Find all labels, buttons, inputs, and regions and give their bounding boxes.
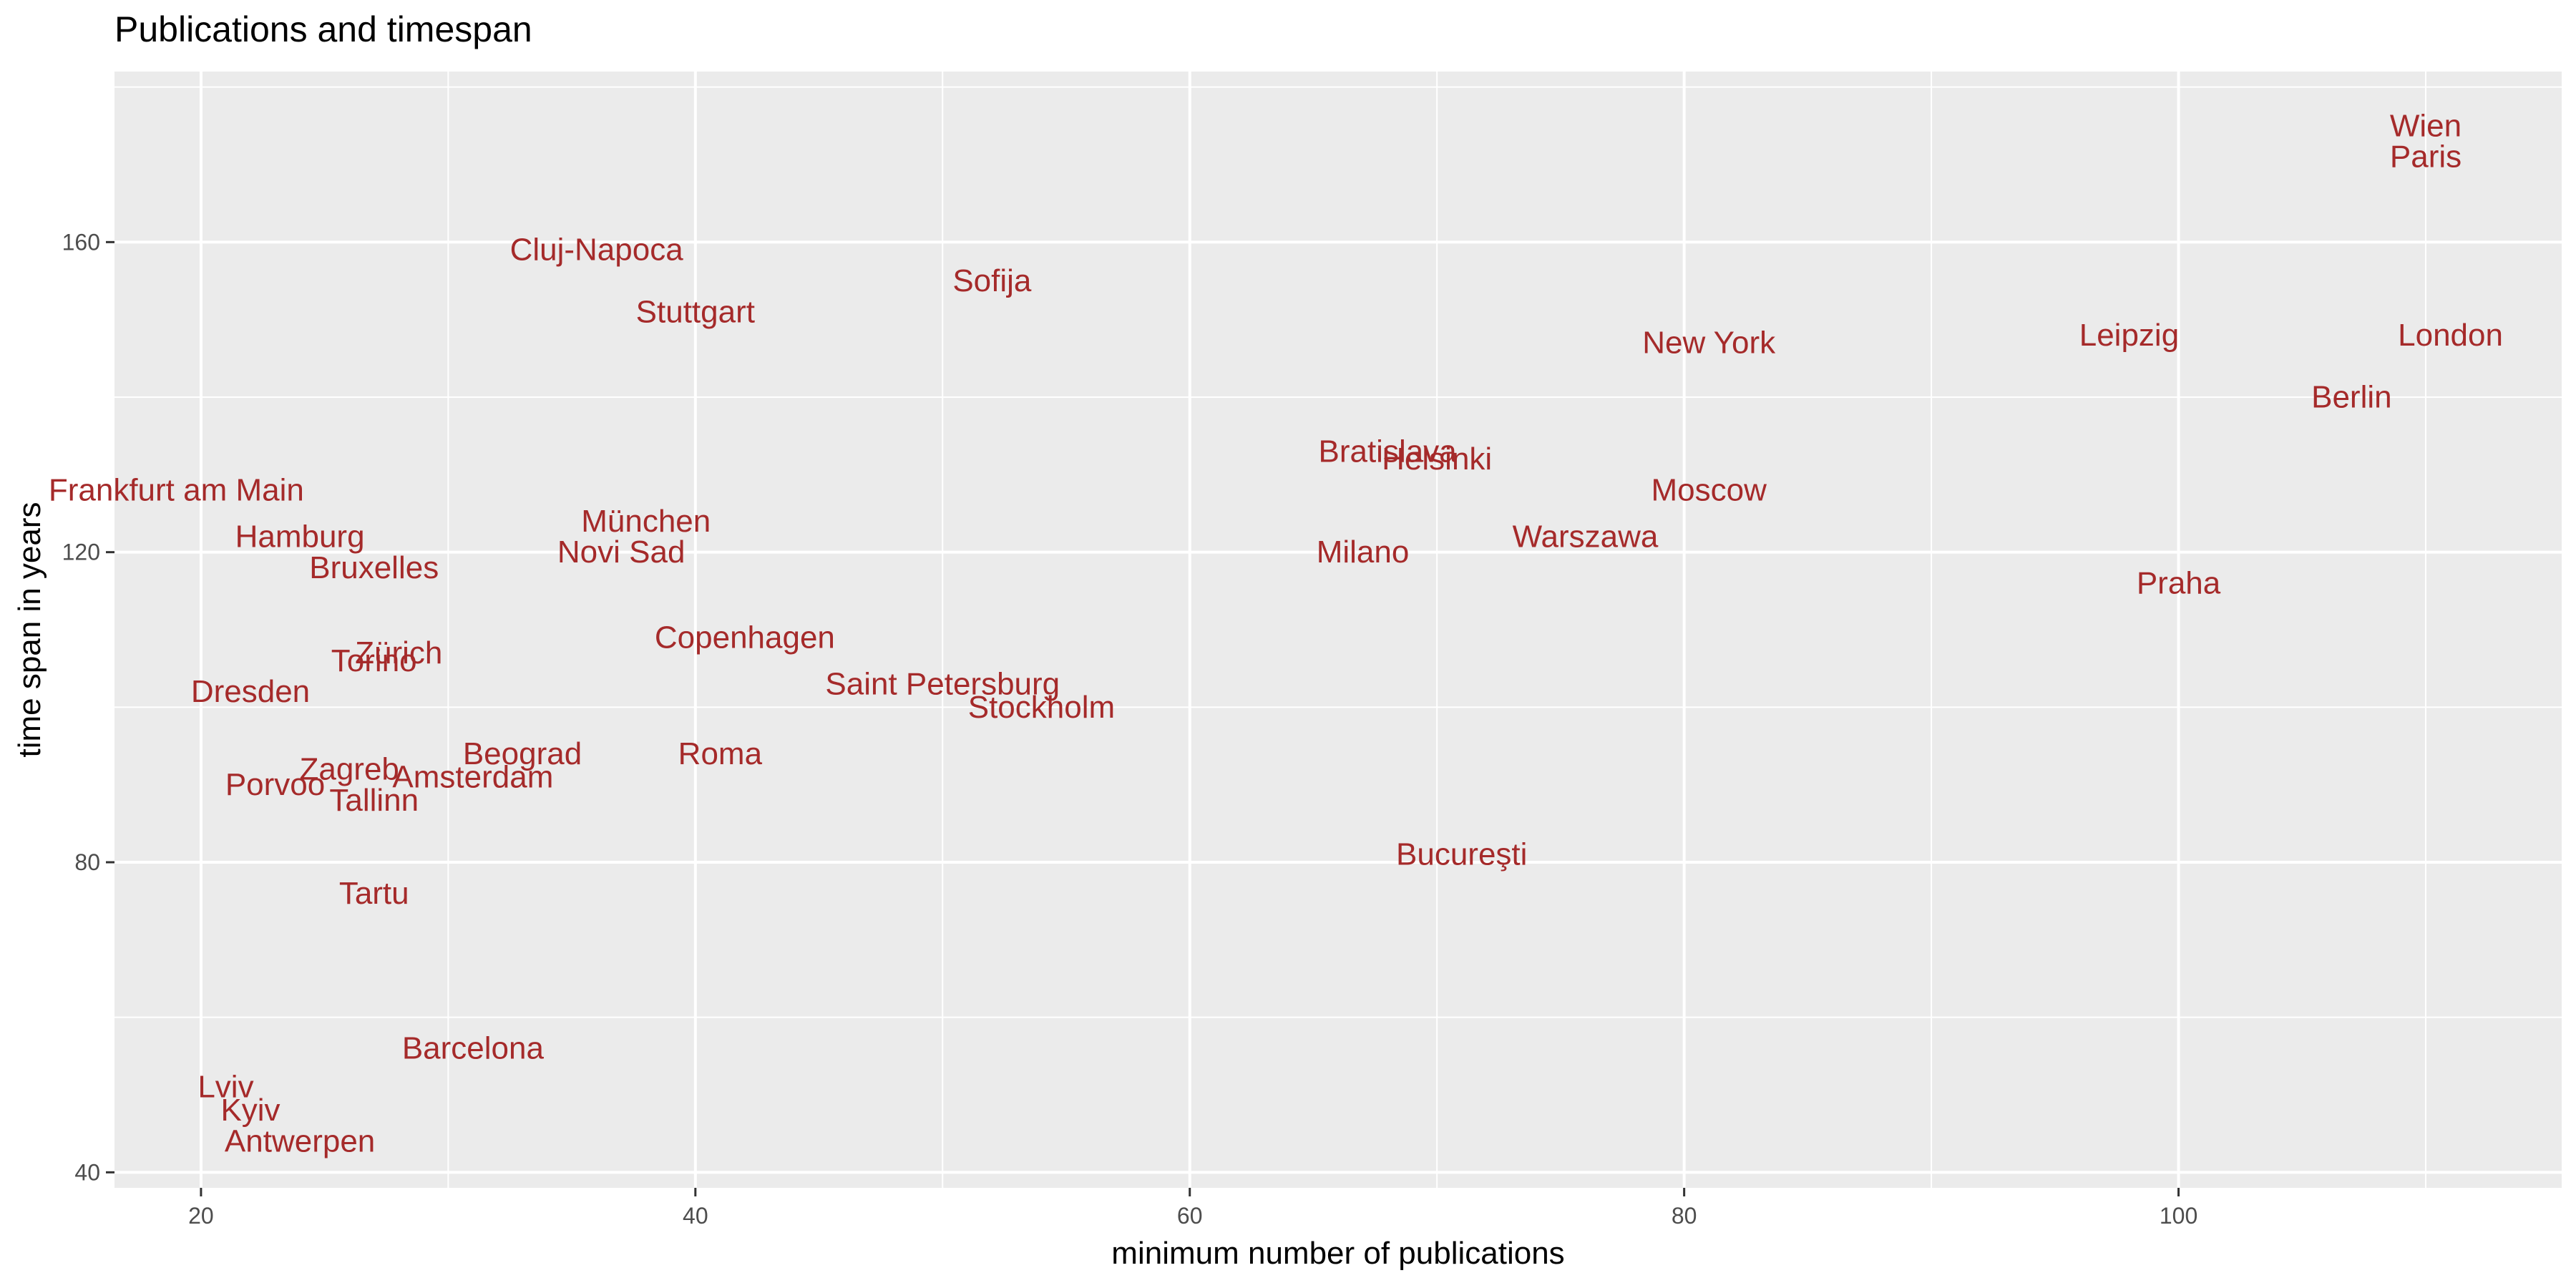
point-label-porvoo: Porvoo xyxy=(225,767,325,802)
point-label-moscow: Moscow xyxy=(1651,473,1767,508)
point-label-novi-sad: Novi Sad xyxy=(557,535,686,570)
x-tick-label: 20 xyxy=(188,1203,214,1229)
y-tick-label: 120 xyxy=(62,540,100,565)
point-label-new-york: New York xyxy=(1642,326,1776,361)
point-label-copenhagen: Copenhagen xyxy=(655,620,835,655)
point-label-cluj-napoca: Cluj-Napoca xyxy=(510,233,684,268)
point-label-warszawa: Warszawa xyxy=(1513,519,1659,555)
point-label-zagreb: Zagreb xyxy=(299,752,399,787)
point-label-antwerpen: Antwerpen xyxy=(225,1124,375,1159)
y-tick-label: 40 xyxy=(74,1159,100,1185)
minor-gridlines xyxy=(114,72,2562,1188)
x-tick-label: 60 xyxy=(1177,1203,1203,1229)
point-label-wien: Wien xyxy=(2390,108,2462,143)
point-label-m-nchen: München xyxy=(581,504,711,539)
axis-ticks xyxy=(106,240,2180,1196)
point-label-london: London xyxy=(2398,318,2503,353)
point-label-berlin: Berlin xyxy=(2311,380,2392,415)
point-label-stockholm: Stockholm xyxy=(968,690,1115,725)
point-label-hamburg: Hamburg xyxy=(235,519,365,555)
x-axis-title: minimum number of publications xyxy=(1111,1236,1564,1271)
point-label-lviv: Lviv xyxy=(197,1070,253,1105)
y-tick-label: 80 xyxy=(74,849,100,875)
point-label-amsterdam: Amsterdam xyxy=(392,759,553,794)
point-label-torino: Torino xyxy=(331,643,417,678)
point-label-sofija: Sofija xyxy=(952,263,1032,298)
point-label-barcelona: Barcelona xyxy=(402,1031,545,1066)
axis-tick-labels: 20 40 60 80 100 40 80 120 160 xyxy=(62,229,2198,1229)
point-label-roma: Roma xyxy=(678,736,763,771)
point-label-stuttgart: Stuttgart xyxy=(636,294,755,329)
plot-panel xyxy=(114,72,2562,1188)
point-label-paris: Paris xyxy=(2390,140,2462,175)
point-label-frankfurt-am-main: Frankfurt am Main xyxy=(49,473,304,508)
point-label-bratislava: Bratislava xyxy=(1318,434,1457,469)
point-label-helsinki: Helsinki xyxy=(1382,441,1492,477)
point-label-saint-petersburg: Saint Petersburg xyxy=(825,666,1060,701)
major-gridlines xyxy=(114,72,2562,1188)
point-label-kyiv: Kyiv xyxy=(220,1093,280,1128)
x-tick-label: 80 xyxy=(1672,1203,1697,1229)
point-label-leipzig: Leipzig xyxy=(2079,318,2179,353)
x-tick-label: 100 xyxy=(2160,1203,2197,1229)
point-label-tallinn: Tallinn xyxy=(329,783,419,818)
chart-title: Publications and timespan xyxy=(114,9,532,49)
point-label-milano: Milano xyxy=(1317,535,1410,570)
point-label-praha: Praha xyxy=(2137,566,2221,601)
point-label-z-rich: Zürich xyxy=(355,635,442,670)
point-label-tartu: Tartu xyxy=(339,876,409,911)
point-label-beograd: Beograd xyxy=(463,736,582,771)
x-tick-label: 40 xyxy=(683,1203,708,1229)
point-label-bruxelles: Bruxelles xyxy=(309,550,439,585)
y-tick-label: 160 xyxy=(62,229,100,255)
point-label-dresden: Dresden xyxy=(191,674,310,709)
point-label-bucure-ti: Bucureşti xyxy=(1396,837,1527,872)
y-axis-title: time span in years xyxy=(12,502,47,757)
